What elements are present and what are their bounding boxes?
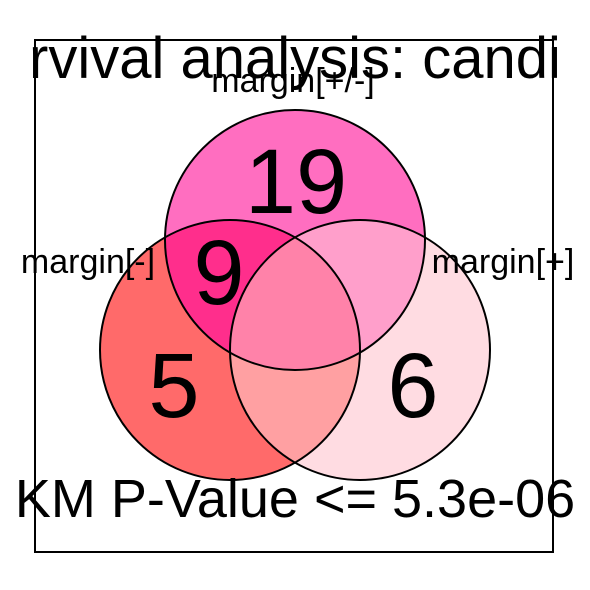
region-count-left-top: 9: [193, 222, 244, 324]
set-circle-outline-left: [99, 219, 361, 481]
set-label-right: margin[+]: [432, 243, 575, 281]
plot-frame: [34, 39, 554, 553]
set-label-top: margin[+/-]: [211, 62, 374, 100]
region-count-right-only: 6: [387, 335, 438, 437]
diagram-title: rvival analysis: candi: [29, 26, 561, 91]
region-count-top-only: 19: [245, 131, 347, 233]
set-circle-outline-top: [164, 109, 426, 371]
pvalue-footer: KM P-Value <= 5.3e-06: [15, 469, 575, 529]
overlap-all-three: [230, 220, 360, 370]
region-count-left-only: 5: [148, 335, 199, 437]
set-circle-outline-right: [229, 219, 491, 481]
set-label-left: margin[-]: [21, 243, 155, 281]
